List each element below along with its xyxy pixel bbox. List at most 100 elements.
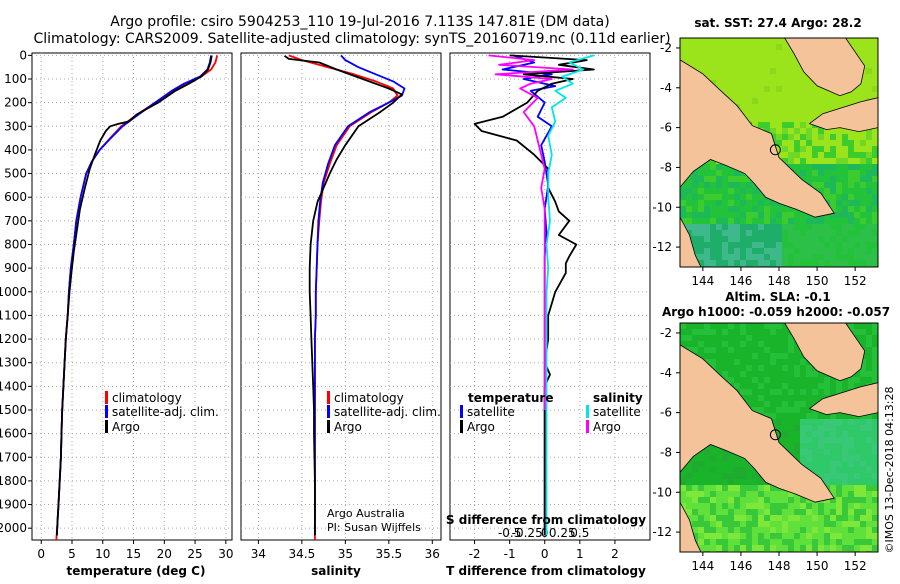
map-cell — [710, 254, 716, 260]
series-s-satellite — [545, 54, 595, 536]
map-cell — [776, 86, 782, 92]
map-cell — [770, 509, 776, 515]
map-cell — [818, 503, 824, 509]
map-cell — [704, 206, 710, 212]
map-cell — [728, 491, 734, 497]
map-cell — [836, 230, 842, 236]
map-cell — [788, 260, 794, 266]
map-cell — [686, 176, 692, 182]
map-cell — [854, 449, 860, 455]
legend-title-temperature: temperature — [468, 391, 553, 405]
map-cell — [818, 146, 824, 152]
map-cell — [872, 224, 878, 230]
map-cell — [860, 206, 866, 212]
map-cell — [716, 218, 722, 224]
map-cell — [836, 437, 842, 443]
map-cell — [842, 224, 848, 230]
map-cell — [842, 533, 848, 539]
map-cell — [734, 509, 740, 515]
map-cell — [698, 329, 704, 335]
map-cell — [872, 146, 878, 152]
map-cell — [866, 248, 872, 254]
map-y-tick-label: -12 — [652, 240, 672, 254]
s-tick-label: 0.25 — [549, 526, 576, 540]
map-cell — [866, 425, 872, 431]
map-cell — [866, 206, 872, 212]
map-cell — [854, 206, 860, 212]
map-cell — [752, 194, 758, 200]
map-cell — [866, 242, 872, 248]
map-cell — [788, 134, 794, 140]
map-cell — [830, 527, 836, 533]
map-cell — [854, 212, 860, 218]
map-cell — [854, 254, 860, 260]
map-cell — [698, 527, 704, 533]
map-cell — [704, 329, 710, 335]
map-cell — [698, 224, 704, 230]
map-x-tick-label: 150 — [806, 559, 829, 573]
map-cell — [872, 236, 878, 242]
map-cell — [842, 431, 848, 437]
map-cell — [692, 236, 698, 242]
map-cell — [686, 182, 692, 188]
map-cell — [836, 515, 842, 521]
map-cell — [758, 485, 764, 491]
map-cell — [812, 461, 818, 467]
map-cell — [710, 347, 716, 353]
map-cell — [854, 473, 860, 479]
map-cell — [752, 260, 758, 266]
map-cell — [794, 515, 800, 521]
map-cell — [782, 353, 788, 359]
map-cell — [710, 212, 716, 218]
sla-map-title: Altim. SLA: -0.1 — [725, 290, 831, 304]
map-cell — [818, 521, 824, 527]
map-cell — [740, 521, 746, 527]
map-cell — [776, 353, 782, 359]
map-cell — [842, 455, 848, 461]
map-cell — [722, 164, 728, 170]
map-cell — [752, 188, 758, 194]
map-cell — [836, 212, 842, 218]
map-cell — [710, 545, 716, 551]
map-cell — [734, 182, 740, 188]
map-cell — [806, 236, 812, 242]
map-cell — [770, 254, 776, 260]
map-cell — [782, 365, 788, 371]
map-cell — [782, 224, 788, 230]
map-cell — [866, 521, 872, 527]
map-y-tick-label: -6 — [660, 121, 672, 135]
map-cell — [824, 533, 830, 539]
map-cell — [788, 521, 794, 527]
map-cell — [806, 248, 812, 254]
legend-swatch-s-argo — [586, 420, 589, 433]
map-cell — [776, 431, 782, 437]
map-cell — [788, 341, 794, 347]
map-cell — [782, 431, 788, 437]
map-cell — [854, 479, 860, 485]
map-cell — [680, 497, 686, 503]
map-cell — [872, 539, 878, 545]
x-tick-label: 36 — [425, 547, 440, 561]
y-tick-label: 2000 — [0, 521, 27, 535]
map-cell — [830, 431, 836, 437]
map-cell — [728, 206, 734, 212]
map-cell — [872, 377, 878, 383]
map-cell — [710, 206, 716, 212]
map-cell — [746, 491, 752, 497]
map-cell — [812, 539, 818, 545]
map-cell — [818, 242, 824, 248]
map-cell — [752, 200, 758, 206]
map-cell — [734, 194, 740, 200]
map-cell — [794, 164, 800, 170]
map-cell — [782, 248, 788, 254]
map-cell — [716, 212, 722, 218]
salinity-legend: climatology satellite-adj. clim. Argo — [327, 391, 441, 434]
y-tick-label: 300 — [4, 119, 27, 133]
map-cell — [740, 533, 746, 539]
map-cell — [836, 206, 842, 212]
difference-panel: -2 -1 0 1 2 -0.5-0.25 0 0.250.5 T difference f… — [446, 52, 651, 578]
map-cell — [818, 164, 824, 170]
map-cell — [752, 212, 758, 218]
map-cell — [848, 545, 854, 551]
map-cell — [698, 521, 704, 527]
